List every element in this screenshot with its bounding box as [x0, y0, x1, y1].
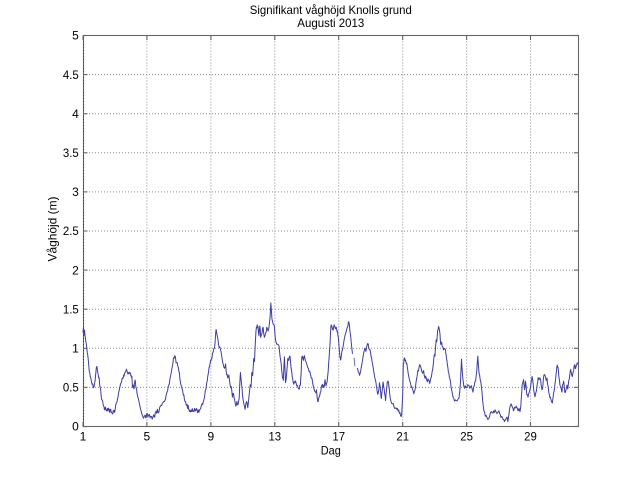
svg-text:17: 17: [332, 429, 345, 443]
svg-text:1: 1: [72, 342, 79, 356]
svg-text:Signifikant våghöjd Knolls gru: Signifikant våghöjd Knolls grund: [250, 3, 412, 17]
svg-text:13: 13: [268, 429, 281, 443]
svg-text:0: 0: [72, 420, 79, 434]
svg-text:25: 25: [460, 429, 473, 443]
svg-text:9: 9: [208, 429, 215, 443]
svg-text:21: 21: [396, 429, 409, 443]
svg-text:0.5: 0.5: [63, 381, 79, 395]
svg-text:2.5: 2.5: [63, 224, 79, 238]
svg-text:Dag: Dag: [321, 444, 341, 458]
svg-text:1.5: 1.5: [63, 302, 79, 316]
svg-text:5: 5: [72, 29, 79, 43]
svg-text:2: 2: [72, 263, 79, 277]
svg-text:4: 4: [72, 107, 79, 121]
svg-text:5: 5: [144, 429, 151, 443]
svg-text:Våghöjd (m): Våghöjd (m): [46, 197, 60, 262]
svg-text:3: 3: [72, 185, 79, 199]
svg-text:Augusti 2013: Augusti 2013: [297, 16, 364, 30]
svg-text:4.5: 4.5: [63, 68, 79, 82]
svg-text:29: 29: [524, 429, 537, 443]
svg-text:1: 1: [80, 429, 87, 443]
svg-text:3.5: 3.5: [63, 146, 79, 160]
